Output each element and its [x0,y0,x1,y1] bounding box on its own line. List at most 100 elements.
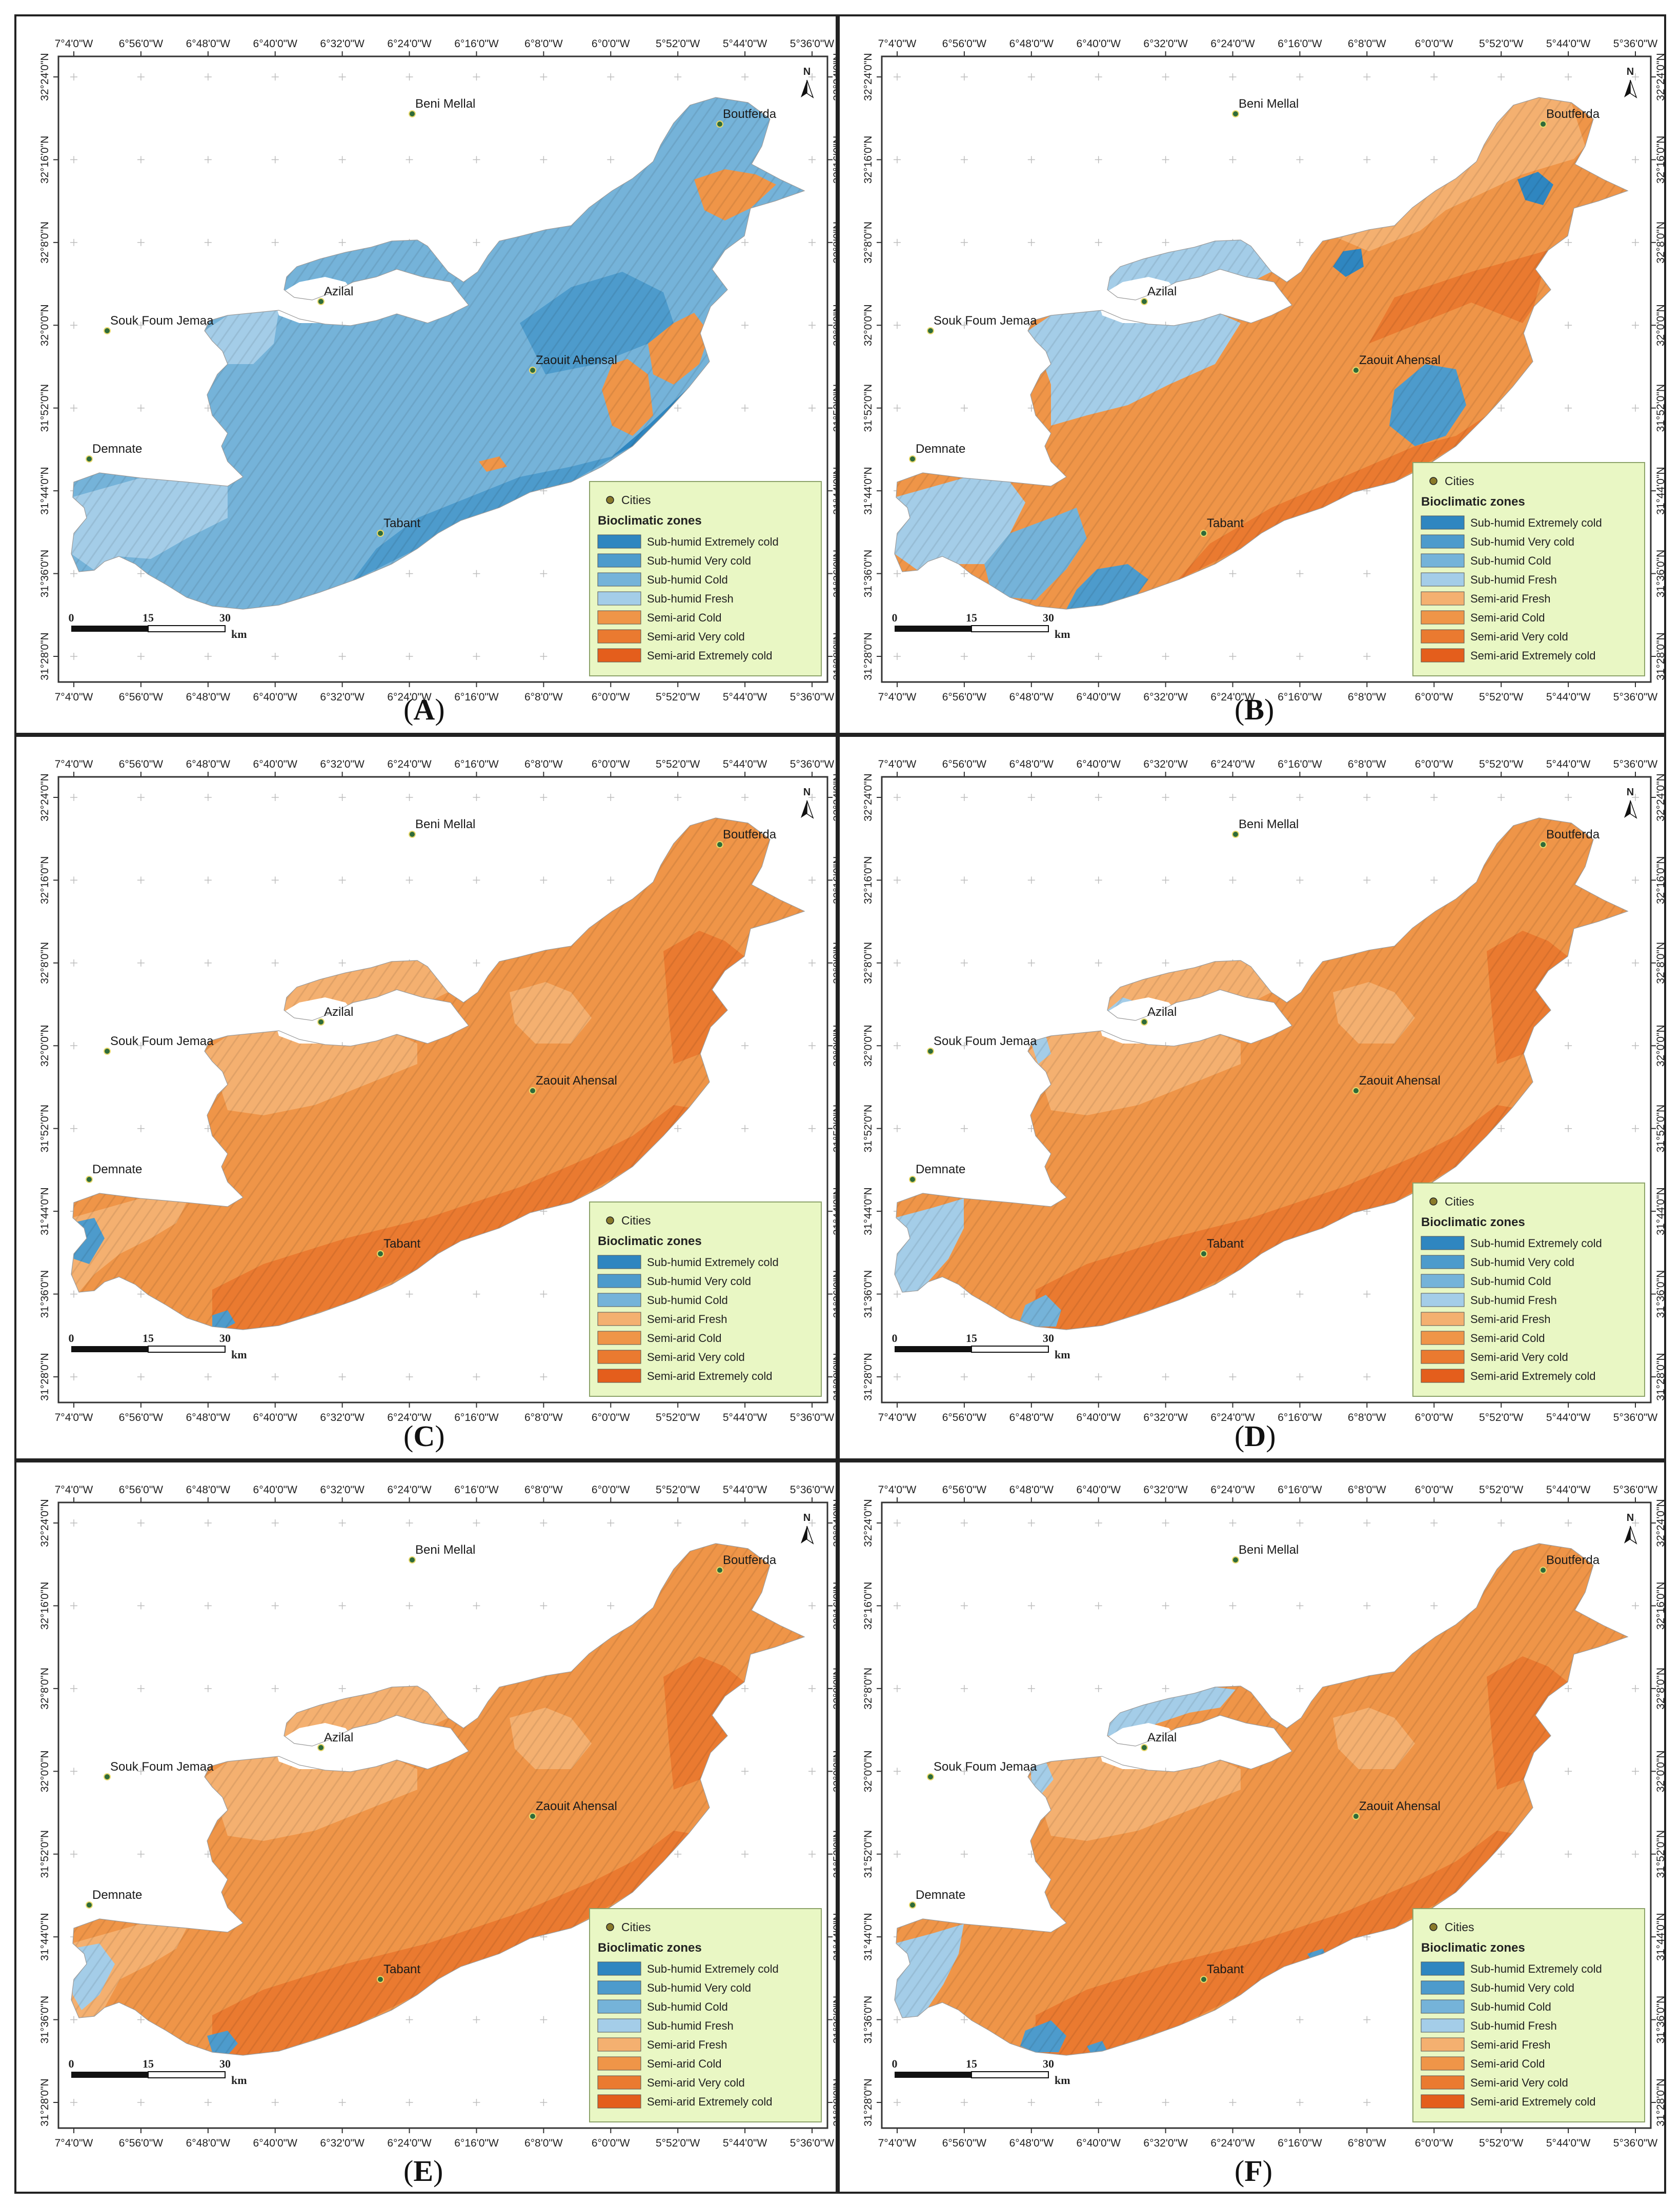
lon-label-top: 7°4'0"W [55,1484,93,1496]
legend-cities-label: Cities [621,1214,651,1227]
lon-label-top: 5°44'0"W [1546,38,1591,50]
legend-swatch [597,553,641,568]
legend-swatch [1421,1999,1465,2014]
legend-entry-label: Semi-arid Extremely cold [1470,1370,1596,1382]
lat-label-left: 31°44'0"N [862,1187,874,1235]
city-marker [409,831,416,838]
graticule-cross [1296,73,1304,81]
graticule-cross [1162,238,1169,246]
city-marker [104,1773,111,1780]
lat-label-left: 31°52'0"N [862,384,874,432]
lon-label-top: 6°32'0"W [320,1484,365,1496]
graticule-cross [808,238,816,246]
graticule-cross [960,1685,968,1692]
legend: Cities Bioclimatic zones Sub-humid Extreme… [589,481,822,676]
city-marker [716,841,723,848]
cities-legend-icon [606,1923,614,1931]
legend-entry-label: Semi-arid Fresh [647,2038,727,2051]
graticule-cross [540,1602,548,1610]
city-marker [1352,1087,1360,1094]
lon-label-bottom: 6°40'0"W [253,1412,298,1424]
lon-label-bottom: 5°52'0"W [656,691,700,703]
city-label: Zaouit Ahensal [536,1799,617,1813]
graticule-cross [960,1519,968,1527]
city-marker [927,1773,934,1780]
panel-c: 7°4'0"W 7°4'0"W 6°56'0"W 6°56'0"W 6°48'0"W 6°… [14,735,838,1460]
lon-label-top: 5°44'0"W [723,38,767,50]
graticule-cross [473,1685,480,1692]
graticule-cross [406,876,413,884]
study-area-outline [894,817,1629,1330]
graticule-cross [1632,404,1639,412]
lon-label-bottom: 7°4'0"W [878,1412,917,1424]
city-marker [909,455,916,463]
graticule-cross [70,1373,77,1380]
lon-label-top: 5°52'0"W [656,758,700,770]
graticule-cross [960,1373,968,1380]
lon-label-top: 6°16'0"W [1278,758,1322,770]
lon-label-top: 6°40'0"W [253,758,298,770]
graticule-cross [1229,1373,1237,1380]
hillshade-texture [71,818,804,1330]
city-marker [1200,1976,1207,1983]
legend-entry-label: Semi-arid Fresh [1470,592,1550,605]
legend-entry-label: Sub-humid Fresh [647,592,734,605]
graticule-cross [894,1685,901,1692]
graticule-cross [1229,876,1237,884]
graticule-cross [1229,570,1237,577]
legend-swatch [597,2018,641,2033]
lat-label-right: 32°24'0"N [832,53,836,101]
lon-label-bottom: 6°48'0"W [1009,691,1054,703]
graticule-cross [607,1519,615,1527]
lon-label-bottom: 5°52'0"W [1479,1412,1524,1424]
legend-entry-label: Semi-arid Extremely cold [647,1370,773,1382]
graticule-cross [1229,1602,1237,1610]
city-marker [716,121,723,128]
graticule-cross [960,404,968,412]
lon-label-top: 6°0'0"W [592,38,630,50]
lat-label-left: 32°8'0"N [862,222,874,264]
graticule-cross [1162,1519,1169,1527]
lat-label-left: 32°8'0"N [39,1668,51,1710]
graticule-cross [960,653,968,660]
scale-bar-black [895,1346,971,1352]
graticule-cross [1095,794,1102,801]
legend-entry-label: Semi-arid Fresh [1470,2038,1550,2051]
legend-swatch [597,1961,641,1976]
lon-label-bottom: 5°36'0"W [1613,2137,1658,2149]
graticule-cross [204,73,212,81]
graticule-cross [1229,1290,1237,1298]
graticule-cross [894,959,901,967]
city-marker [1141,1744,1148,1751]
lat-label-left: 32°24'0"N [39,1499,51,1547]
lon-label-bottom: 6°8'0"W [524,691,563,703]
graticule-cross [1632,1602,1639,1610]
legend-entry-label: Sub-humid Cold [647,573,728,586]
city-marker [377,530,384,537]
graticule-cross [741,404,749,412]
lat-label-right: 32°0'0"N [832,304,836,346]
graticule-cross [1162,1373,1169,1380]
lat-label-right: 32°16'0"N [832,856,836,904]
graticule-cross [1296,1602,1304,1610]
lon-label-top: 6°48'0"W [1009,758,1054,770]
graticule-cross [204,1602,212,1610]
lat-label-right: 32°16'0"N [1655,136,1664,184]
graticule-cross [338,794,346,801]
map-a: 7°4'0"W 7°4'0"W 6°56'0"W 6°56'0"W 6°48'0"W 6°… [39,38,836,703]
graticule-cross [607,876,615,884]
lat-label-left: 31°44'0"N [862,1913,874,1960]
lon-label-bottom: 7°4'0"W [55,1412,93,1424]
city-marker [104,1048,111,1055]
study-area-outline [894,1543,1629,2056]
lat-label-left: 31°36'0"N [862,550,874,597]
legend-swatch [597,1293,641,1307]
legend-entry-label: Semi-arid Cold [647,2057,722,2070]
graticule-cross [406,1373,413,1380]
graticule-cross [473,959,480,967]
graticule-cross [1565,322,1572,329]
graticule-cross [1497,1519,1505,1527]
